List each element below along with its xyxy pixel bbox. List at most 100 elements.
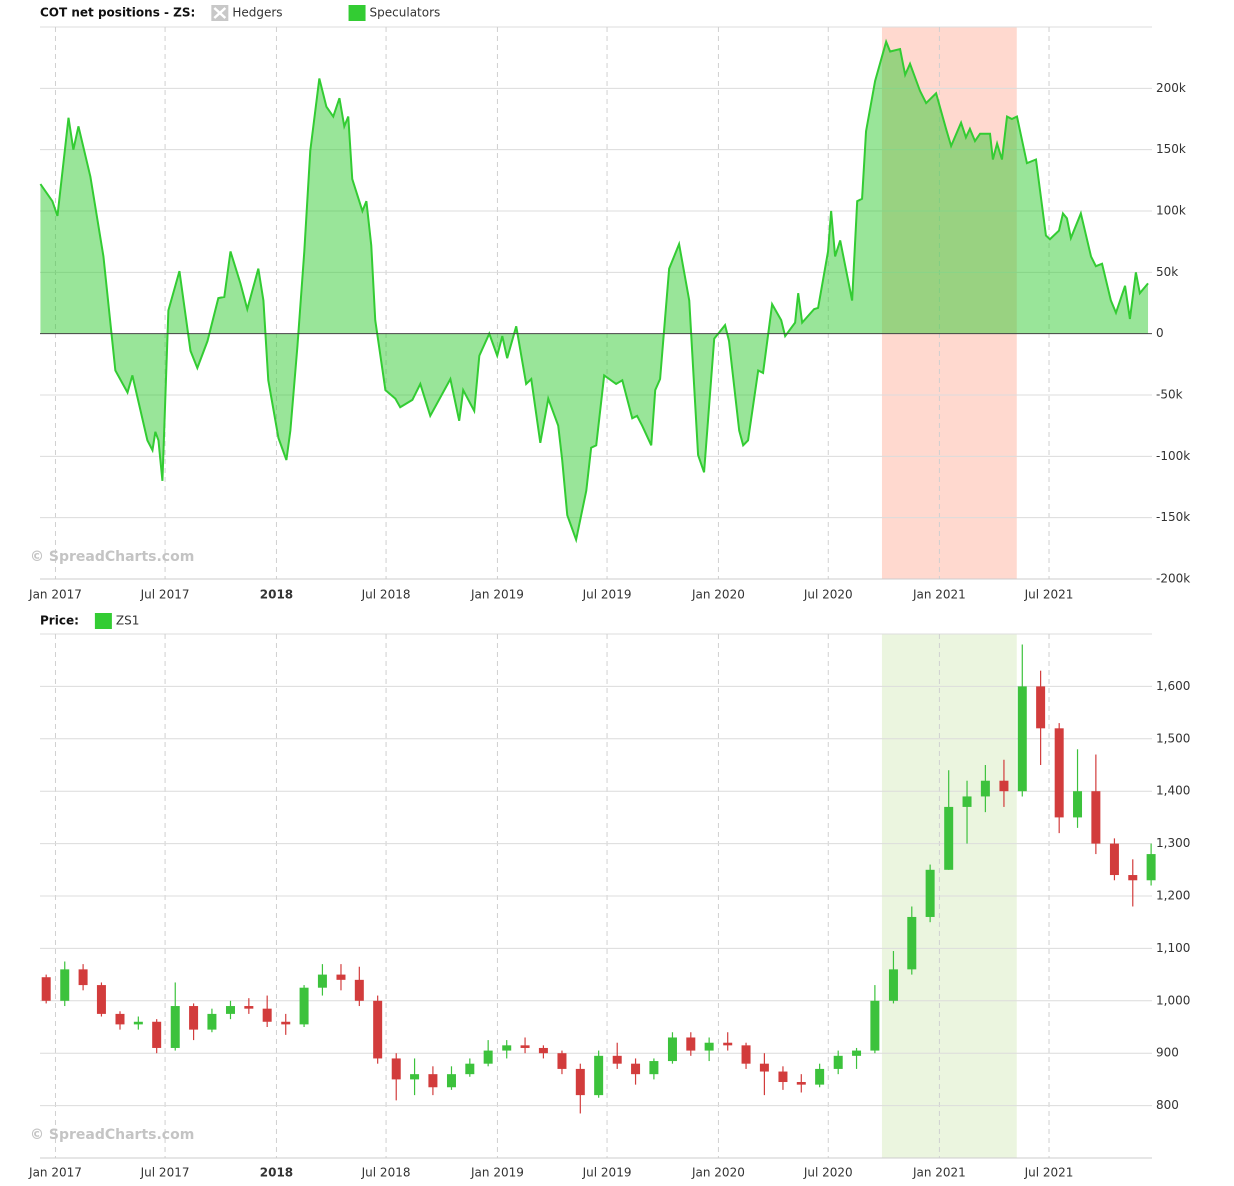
candle-body [999,780,1009,792]
candle-body [852,1050,862,1056]
candle-body [244,1006,254,1009]
candle-body [980,780,990,797]
legend-label[interactable]: Hedgers [232,6,282,20]
candle-body [465,1063,475,1075]
candle-body [557,1053,567,1069]
candle-body [796,1082,806,1085]
candle-body [1017,686,1027,792]
candle-body [336,974,346,980]
y-tick-label: 200k [1156,81,1186,95]
x-tick-label: Jan 2021 [912,1166,966,1180]
y-tick-label: -200k [1156,572,1190,586]
candle-body [41,977,51,1001]
candle-body [594,1055,604,1096]
candle-body [78,969,88,986]
candle-body [262,1008,272,1022]
candle-body [60,969,70,1001]
candle-body [373,1000,383,1059]
candle-body [704,1042,714,1051]
x-tick-label: Jul 2021 [1024,588,1074,602]
x-tick-label: Jul 2021 [1024,1166,1074,1180]
candle-body [1109,843,1119,876]
y-tick-label: 1,600 [1156,679,1190,693]
candle-body [1054,728,1064,818]
candle-body [833,1055,843,1069]
chart-title: COT net positions - ZS: [40,6,195,20]
candle-body [925,869,935,917]
candle-body [649,1061,659,1075]
x-tick-label: Jan 2020 [691,1166,745,1180]
x-tick-label: 2018 [260,588,293,602]
candle-body [944,806,954,870]
candle-body [686,1037,696,1051]
candle-body [778,1071,788,1083]
candle-body [152,1021,162,1048]
candle-body [299,987,309,1025]
candle-body [354,979,364,1001]
candle-body [575,1068,585,1096]
y-tick-label: 1,200 [1156,889,1190,903]
candle-body [170,1006,180,1048]
candle-body [907,916,917,970]
candle-body [225,1006,235,1014]
candle-body [667,1037,677,1062]
x-tick-label: Jul 2020 [803,1166,853,1180]
x-tick-label: Jul 2019 [582,588,632,602]
candle-body [741,1045,751,1064]
y-tick-label: 150k [1156,142,1186,156]
candle-body [723,1042,733,1046]
legend-hidden-icon [213,7,227,19]
candle-body [133,1021,143,1025]
candle-body [96,985,106,1014]
y-tick-label: 800 [1156,1098,1179,1112]
x-tick-label: Jul 2017 [140,1166,190,1180]
candle-body [888,969,898,1001]
legend-swatch[interactable] [348,5,366,21]
x-tick-label: Jul 2017 [140,588,190,602]
legend-label[interactable]: Speculators [370,6,441,20]
candle-body [1146,854,1156,881]
candle-body [759,1063,769,1072]
y-tick-label: 1,300 [1156,836,1190,850]
candle-body [281,1021,291,1025]
candle-body [115,1013,125,1025]
area [40,41,1149,540]
candle-body [317,974,327,988]
x-tick-label: Jul 2018 [361,1166,411,1180]
candle-body [189,1006,199,1030]
y-tick-label: -100k [1156,449,1190,463]
candle-body [1036,686,1046,729]
y-tick-label: 50k [1156,265,1178,279]
y-tick-label: 100k [1156,204,1186,218]
x-tick-label: Jul 2018 [361,588,411,602]
x-tick-label: Jul 2020 [803,588,853,602]
candle-body [870,1000,880,1051]
candle-body [612,1055,622,1064]
x-tick-label: Jul 2019 [582,1166,632,1180]
candle-body [1128,875,1138,881]
x-tick-label: Jan 2019 [470,1166,524,1180]
candle-body [446,1074,456,1088]
candle-body [631,1063,641,1075]
legend-swatch[interactable] [94,613,112,629]
candle-body [520,1045,530,1048]
candle-body [1091,791,1101,844]
candle-body [815,1068,825,1085]
x-tick-label: Jan 2020 [691,588,745,602]
x-tick-label: Jan 2019 [470,588,524,602]
area-line [39,38,1149,544]
x-tick-label: Jan 2017 [28,1166,82,1180]
y-tick-label: 0 [1156,326,1164,340]
candle-body [428,1074,438,1088]
y-tick-label: 900 [1156,1046,1179,1060]
y-tick-label: 1,500 [1156,731,1190,745]
chart-title: Price: [40,614,79,628]
candle-body [483,1050,493,1064]
legend-label[interactable]: ZS1 [116,614,139,628]
watermark: © SpreadCharts.com [30,549,194,565]
candle-body [502,1045,512,1051]
x-tick-label: Jan 2021 [912,588,966,602]
candle-body [391,1058,401,1080]
